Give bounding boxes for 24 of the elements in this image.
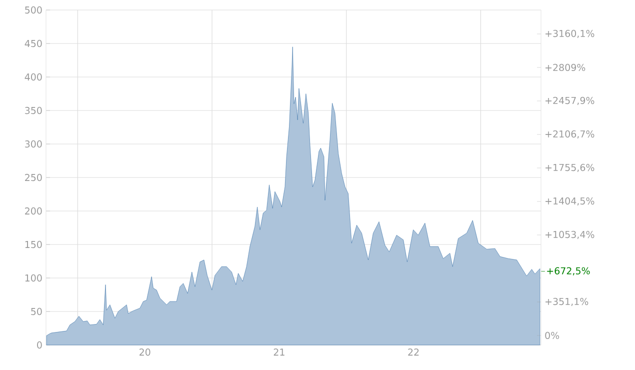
y-tick-label: 250 (25, 174, 42, 182)
y-tick-label: 300 (25, 140, 42, 148)
y2-tick-label: +3160,1% (546, 30, 594, 38)
y-tick-label: 500 (25, 6, 42, 14)
y2-tick-label: +1755,6% (546, 164, 594, 172)
y-tick-label: 150 (25, 240, 42, 248)
x-tick-label: 20 (140, 348, 150, 356)
y2-tick-label: +1053,4% (546, 230, 594, 240)
y-tick-label: 400 (24, 73, 42, 81)
y-tick-label: 200 (25, 207, 42, 215)
y2-tick-label: +1404,5% (546, 197, 594, 206)
y2-tick-label: 0% (545, 332, 560, 340)
y2-tick-label: +351,1% (546, 298, 588, 306)
y2-tick-label: +2106,7% (546, 130, 594, 139)
y2-tick-label: +2457,9% (546, 96, 594, 106)
annotation: +672,5% (547, 267, 590, 276)
y2-tick-label: +2809% (546, 64, 586, 72)
y-tick-label: 100 (25, 274, 42, 282)
y-tick-label: 350 (25, 106, 42, 114)
y-tick-label: 0 (37, 341, 42, 349)
y-tick-label: 450 (24, 40, 42, 48)
x-tick-label: 22 (408, 348, 419, 356)
x-tick-label: 21 (274, 348, 284, 356)
y-tick-label: 50 (31, 308, 42, 316)
